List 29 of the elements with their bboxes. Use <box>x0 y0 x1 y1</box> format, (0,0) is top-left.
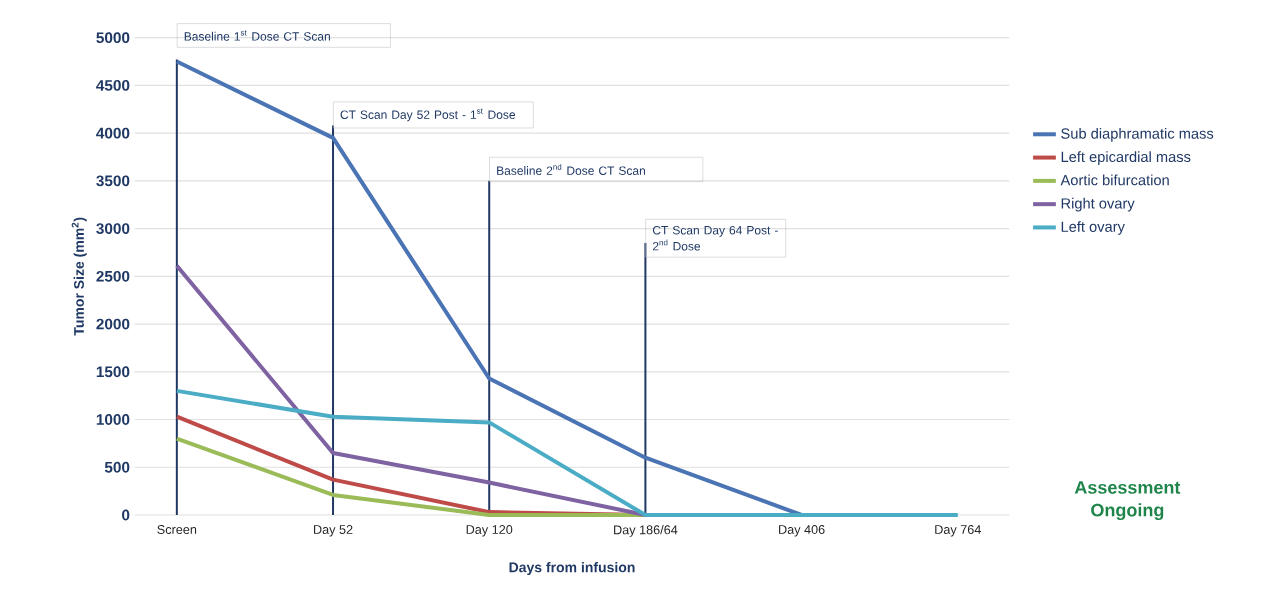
ref-line-label: Baseline 2$^{nd}$ Dose CT Scan <box>497 163 645 175</box>
y-tick-label: 0 <box>122 509 130 521</box>
legend-label: Sub diaphramatic mass <box>1061 127 1214 142</box>
y-tick-label: 4500 <box>96 79 130 91</box>
y-tick-label: 2500 <box>96 270 130 282</box>
y-tick-label: 500 <box>104 461 130 473</box>
x-tick-label: Day 52 <box>314 525 353 537</box>
x-tick-label: Day 120 <box>466 525 513 537</box>
y-axis-title: Tumor Size (mm$^{2}$) <box>71 217 87 336</box>
x-tick-label: Day 186/64 <box>614 525 678 537</box>
x-tick-label: Day 406 <box>779 525 825 537</box>
legend-label: Right ovary <box>1061 197 1135 212</box>
text: Assessment Ongoing <box>1074 481 1181 521</box>
x-tick-label: Day 764 <box>935 525 981 537</box>
y-tick-label: 2000 <box>96 318 130 330</box>
legend-label: Aortic bifurcation <box>1060 174 1169 186</box>
y-tick-label: 1000 <box>96 414 130 425</box>
y-tick-label: 1500 <box>96 366 130 378</box>
x-axis-title: Days from infusion <box>509 561 635 576</box>
y-tick-label: 5000 <box>96 32 130 44</box>
ref-line-label: CT Scan Day 52 Post - 1$^{st}$ Dose <box>340 108 516 122</box>
ref-line-label: CT Scan Day 64 Post - 2$^{nd}$ Dose <box>652 225 778 251</box>
ref-line-label: Baseline 1$^{st}$ Dose CT Scan <box>184 30 330 41</box>
legend-label: Left epicardial mass <box>1061 151 1191 165</box>
legend-label: Left ovary <box>1061 221 1125 235</box>
x-tick-label: Screen <box>157 525 197 534</box>
y-tick-label: 3000 <box>96 223 130 235</box>
y-tick-label: 4000 <box>96 127 130 139</box>
y-tick-label: 3500 <box>96 175 130 187</box>
